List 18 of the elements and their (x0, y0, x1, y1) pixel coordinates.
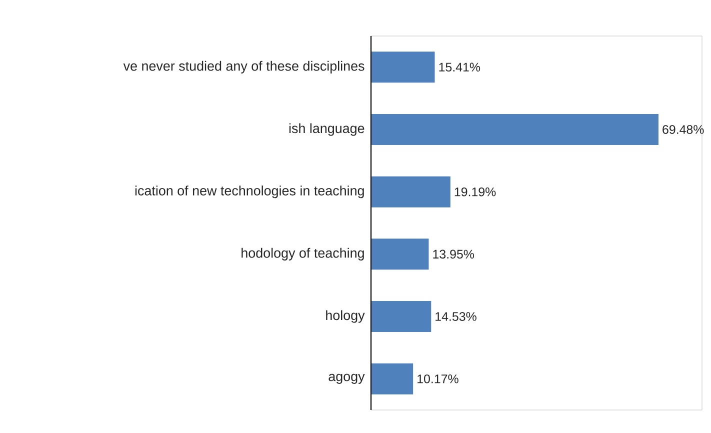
y-tick-label: ish language (289, 123, 364, 136)
y-tick-label: hology (326, 310, 365, 323)
bar (371, 301, 432, 332)
data-label: 10.17% (418, 374, 458, 384)
bar (371, 176, 450, 208)
data-label: 13.95% (433, 250, 474, 259)
data-label: 15.41% (439, 62, 480, 72)
data-label: 19.19% (454, 187, 496, 196)
y-tick-label: hodology of teaching (242, 248, 364, 260)
bar (371, 114, 658, 146)
bar (371, 52, 435, 83)
y-tick-label: agogy (328, 374, 365, 384)
bar (371, 363, 414, 394)
data-label: 69.48% (662, 125, 704, 134)
data-label: 14.53% (436, 312, 476, 321)
y-tick-label: ication of new technologies in teaching (135, 186, 364, 198)
y-tick-label: ve never studied any of these disciplines (123, 60, 364, 74)
bar (371, 238, 429, 270)
